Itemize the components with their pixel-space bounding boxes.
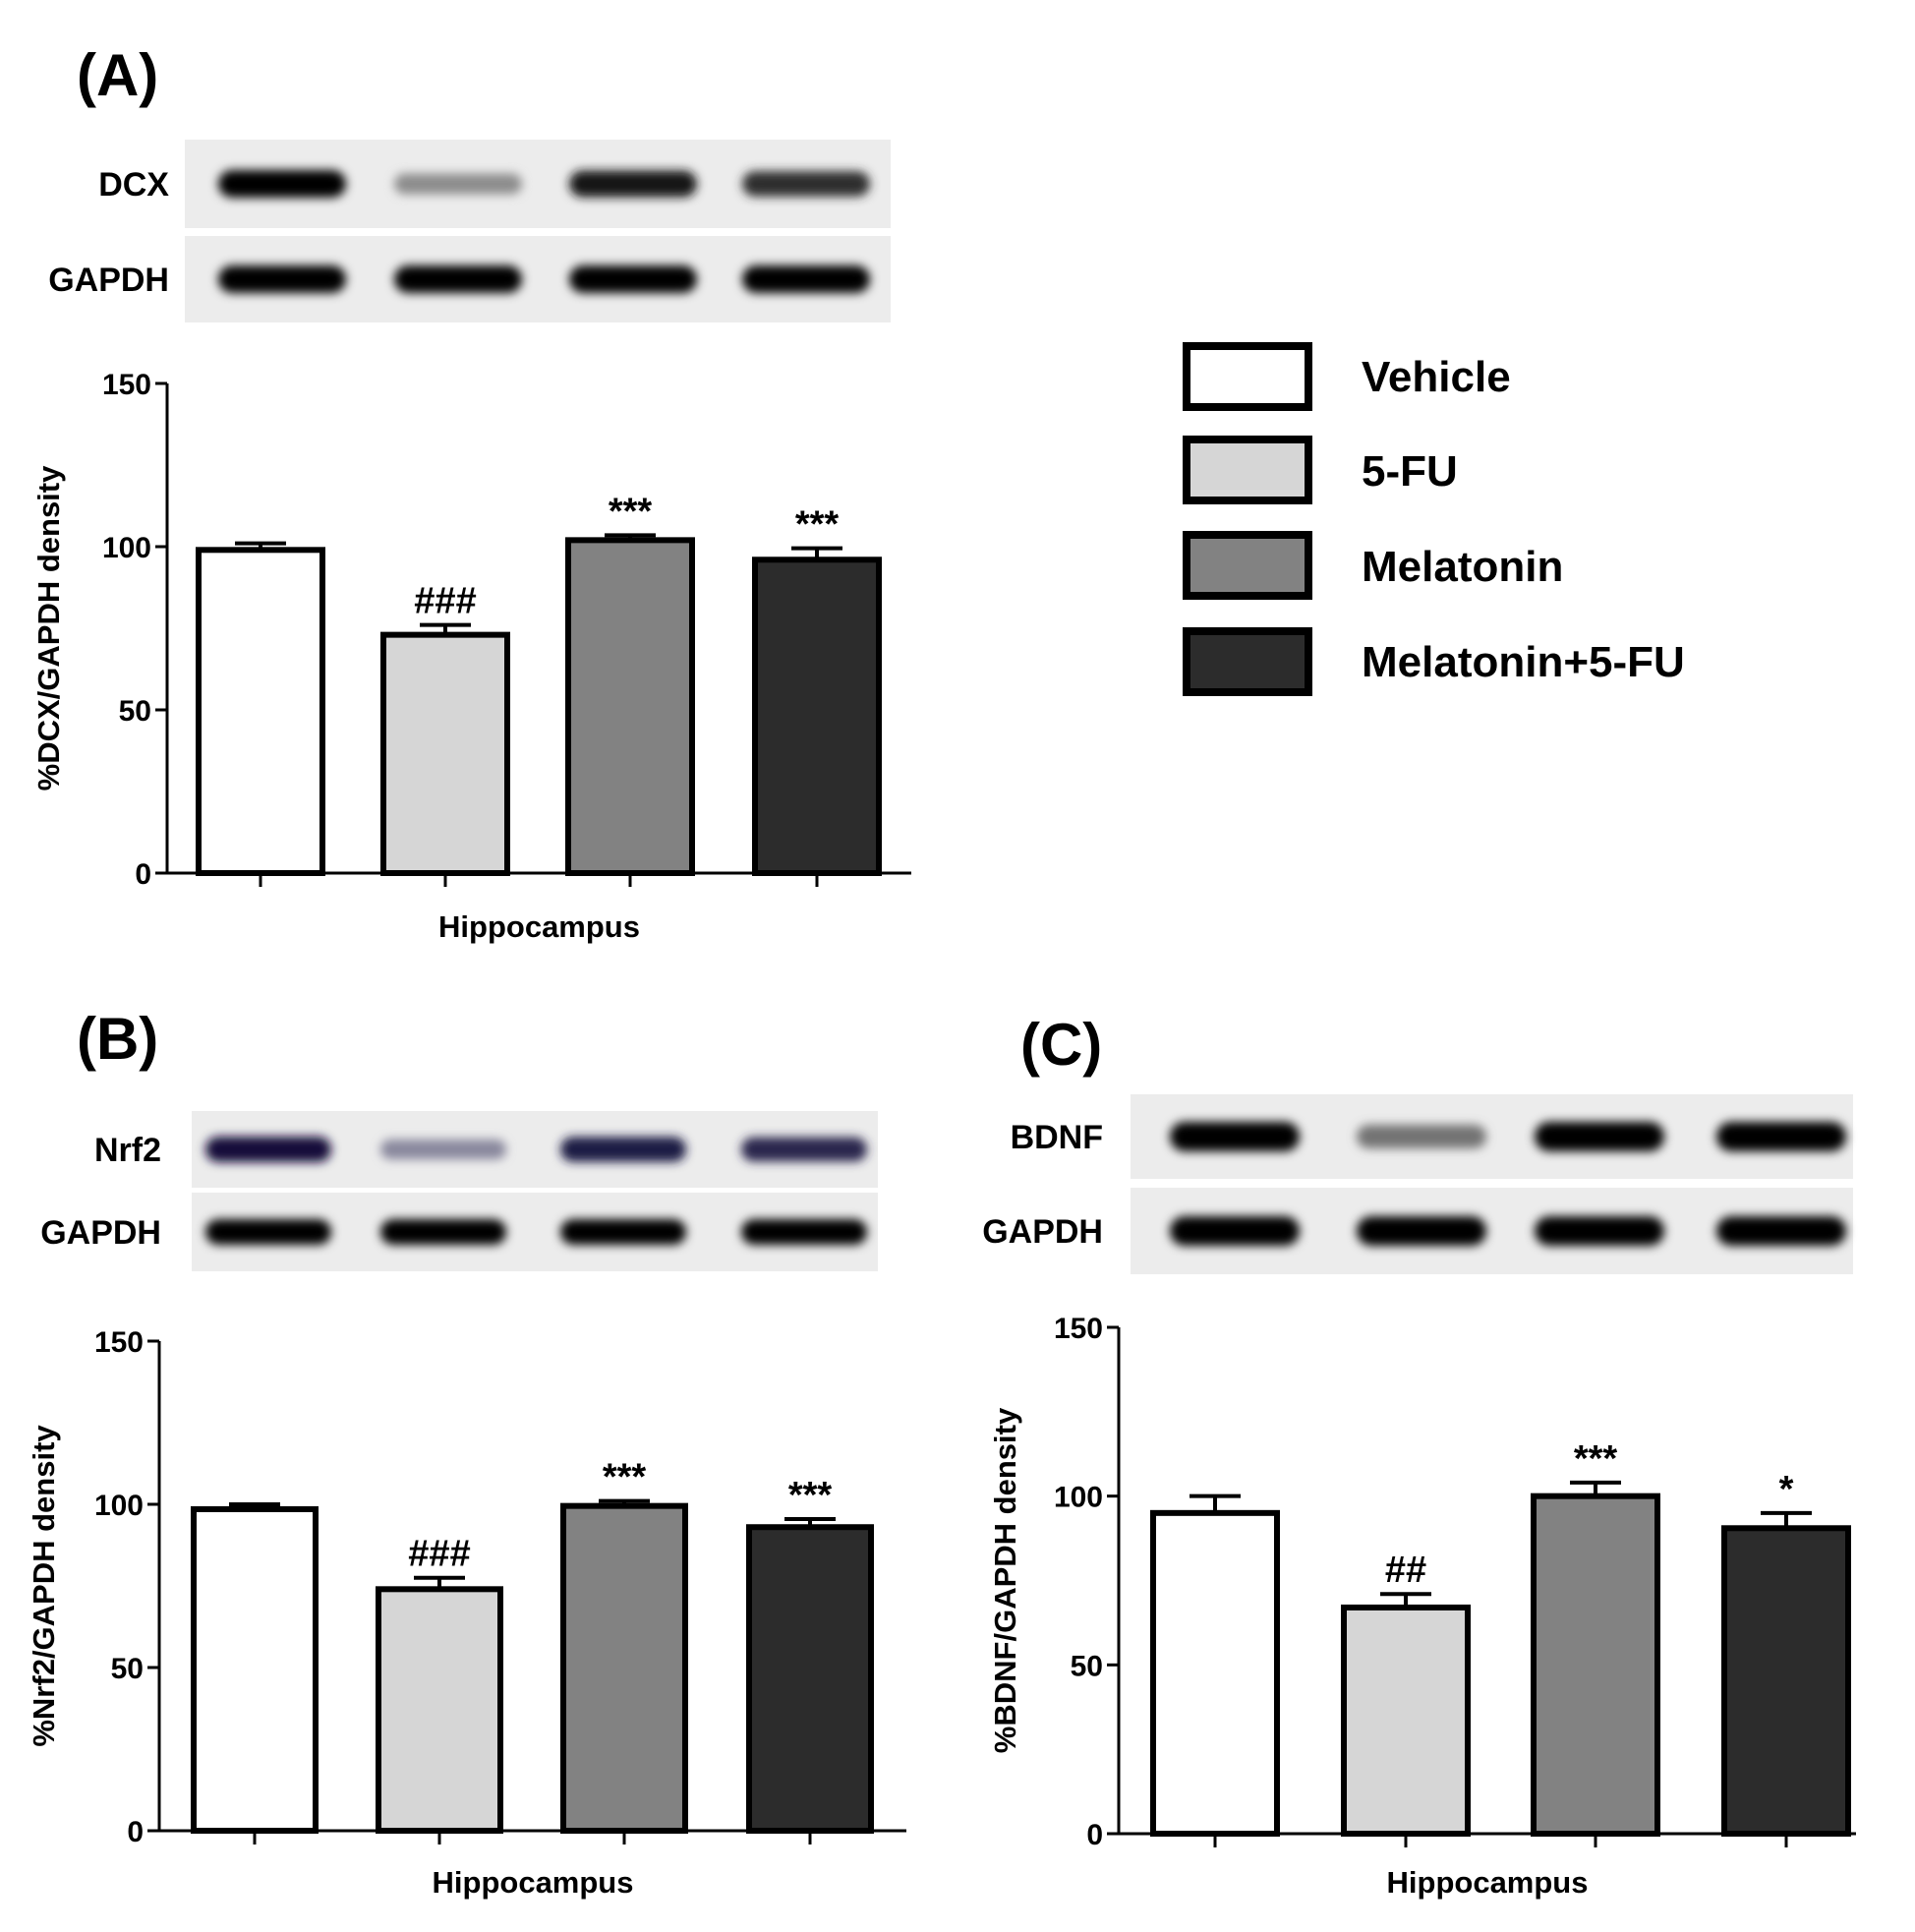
blot-label: BDNF (1011, 1119, 1103, 1156)
y-axis-title: %DCX/GAPDH density (31, 465, 66, 790)
x-axis-title: Hippocampus (433, 1865, 634, 1900)
y-tick-label: 0 (1086, 1819, 1103, 1851)
blot-label: GAPDH (982, 1213, 1103, 1251)
blot-band (560, 1137, 686, 1162)
blot-band (1357, 1125, 1486, 1148)
bar (1150, 1509, 1280, 1838)
bar (191, 1505, 319, 1834)
blot-label: GAPDH (40, 1214, 161, 1252)
significance-label: ### (414, 581, 476, 622)
y-tick-label: 50 (111, 1653, 144, 1685)
panel-letter: (C) (1020, 1012, 1102, 1078)
y-tick-label: 100 (94, 1490, 144, 1522)
blot-band (1170, 1216, 1300, 1246)
bar (1531, 1493, 1660, 1837)
blot-band (569, 170, 697, 198)
panel-a: (A) DCX GAPDH 0 50 100 150 ### *** *** Hippocampus… (31, 42, 911, 944)
blot-band (742, 265, 870, 293)
x-axis-title: Hippocampus (1387, 1865, 1589, 1900)
blot-label: GAPDH (48, 262, 169, 299)
blot-band (1357, 1216, 1486, 1246)
blot-band (1170, 1122, 1300, 1151)
y-tick-label: 150 (94, 1326, 144, 1359)
y-tick-label: 150 (102, 369, 151, 401)
blot-band (569, 265, 697, 293)
significance-label: *** (609, 491, 653, 532)
panel-letter: (A) (77, 42, 158, 108)
bar (376, 1586, 503, 1834)
blot-band (560, 1219, 686, 1245)
blot-band (1716, 1216, 1846, 1246)
panel-b: (B) Nrf2 GAPDH 0 50 100 150 ### *** *** Hippocampu… (27, 1006, 906, 1900)
blot-band (741, 1219, 867, 1245)
significance-label: *** (788, 1475, 833, 1516)
significance-label: *** (795, 504, 840, 546)
legend-label-melatonin-5fu: Melatonin+5-FU (1362, 638, 1685, 686)
blot-label: Nrf2 (94, 1132, 161, 1169)
significance-label: ## (1385, 1550, 1426, 1591)
legend-label-5fu: 5-FU (1362, 447, 1458, 496)
blot-band (742, 171, 870, 197)
bar (380, 631, 510, 877)
y-tick-label: 0 (135, 858, 151, 891)
blot-band (394, 265, 522, 293)
legend-label-vehicle: Vehicle (1362, 353, 1511, 401)
significance-label: *** (603, 1457, 647, 1498)
y-tick-label: 0 (127, 1816, 144, 1848)
x-axis-title: Hippocampus (438, 909, 640, 944)
y-axis-title: %BDNF/GAPDH density (988, 1407, 1022, 1753)
legend-swatch-melatonin-5fu (1183, 627, 1312, 696)
significance-label: *** (1574, 1438, 1618, 1480)
bar (1341, 1604, 1471, 1838)
y-tick-label: 150 (1054, 1313, 1103, 1345)
legend-swatch-melatonin (1183, 531, 1312, 600)
legend-swatch-5fu (1183, 436, 1312, 504)
legend-label-melatonin: Melatonin (1362, 543, 1563, 591)
blot-band (394, 173, 522, 195)
significance-label: ### (408, 1534, 470, 1575)
significance-label: * (1779, 1469, 1794, 1510)
blot-band (218, 170, 346, 198)
bar (752, 556, 882, 877)
y-tick-label: 50 (119, 695, 151, 728)
y-tick-label: 100 (1054, 1482, 1103, 1514)
blot-band (380, 1219, 506, 1245)
blot-band (205, 1219, 331, 1245)
y-tick-label: 100 (102, 532, 151, 564)
legend-swatch-vehicle (1183, 342, 1312, 411)
blot-band (741, 1137, 867, 1162)
bar (1721, 1525, 1851, 1837)
bar (565, 537, 695, 876)
blot-band (380, 1139, 506, 1160)
blot-band (205, 1137, 331, 1162)
panel-c: (C)BDNFGAPDH050100150##****Hippocampus%B… (982, 1012, 1856, 1900)
legend: Vehicle 5-FU Melatonin Melatonin+5-FU (1183, 342, 1685, 696)
blot-band (218, 265, 346, 293)
blot-band (1535, 1122, 1664, 1151)
bar (560, 1502, 688, 1835)
blot-band (1535, 1216, 1664, 1246)
bar (196, 547, 325, 876)
blot-band (1716, 1122, 1846, 1151)
panel-letter: (B) (77, 1006, 158, 1072)
y-axis-title: %Nrf2/GAPDH density (27, 1425, 61, 1747)
blot-label: DCX (98, 166, 169, 204)
y-tick-label: 50 (1071, 1650, 1103, 1682)
bar (746, 1524, 874, 1834)
